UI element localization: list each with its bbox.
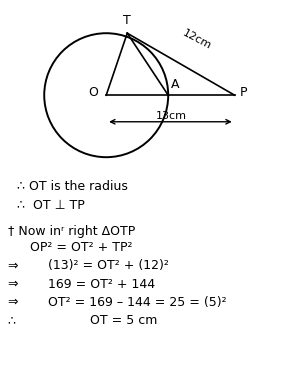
Text: OP² = OT² + TP²: OP² = OT² + TP² [30, 241, 133, 254]
Text: ⇒: ⇒ [8, 277, 18, 291]
Text: ∴  OT ⊥ TP: ∴ OT ⊥ TP [17, 199, 84, 211]
Text: ∴: ∴ [8, 314, 16, 327]
Text: † Now inʳ right ΔOTP: † Now inʳ right ΔOTP [8, 225, 135, 238]
Text: OT² = 169 – 144 = 25 = (5)²: OT² = 169 – 144 = 25 = (5)² [48, 296, 227, 309]
Text: T: T [123, 14, 131, 27]
Text: 12cm: 12cm [181, 27, 213, 51]
Text: ⇒: ⇒ [8, 259, 18, 272]
Text: ⇒: ⇒ [8, 296, 18, 309]
Text: ∴ OT is the radius: ∴ OT is the radius [17, 180, 127, 193]
Text: P: P [240, 86, 248, 100]
Text: (13)² = OT² + (12)²: (13)² = OT² + (12)² [48, 259, 169, 272]
Text: A: A [170, 78, 179, 91]
Text: 13cm: 13cm [156, 111, 187, 121]
Text: O: O [88, 86, 98, 100]
Text: OT = 5 cm: OT = 5 cm [90, 314, 158, 327]
Text: 169 = OT² + 144: 169 = OT² + 144 [48, 277, 155, 291]
